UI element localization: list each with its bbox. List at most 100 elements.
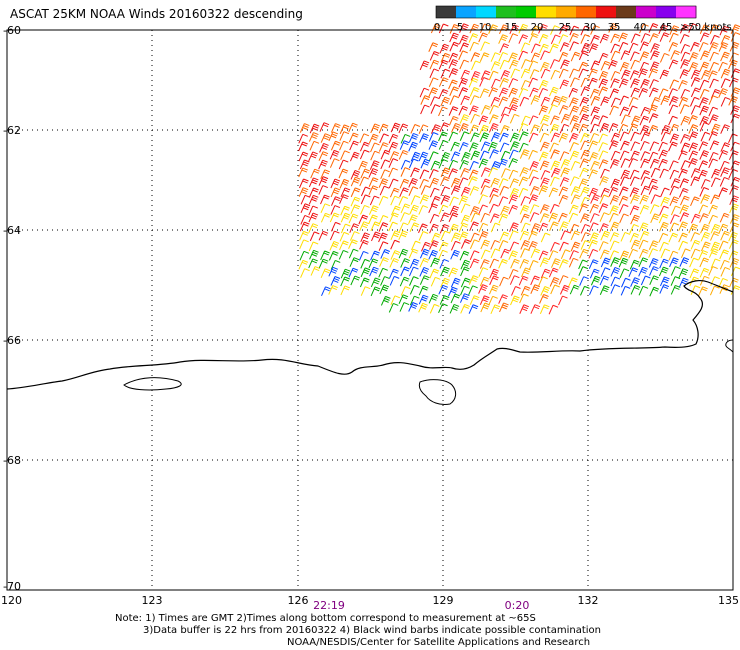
- wind-barb: [719, 284, 730, 294]
- wind-barb: [588, 222, 599, 232]
- wind-barb: [339, 240, 349, 251]
- wind-barb: [330, 123, 341, 133]
- wind-barb: [449, 32, 459, 43]
- wind-barb: [429, 268, 440, 279]
- wind-barb: [360, 168, 371, 179]
- wind-barb: [458, 87, 469, 97]
- wind-barb: [520, 115, 531, 126]
- wind-barb: [488, 284, 499, 295]
- wind-barb: [560, 59, 570, 70]
- wind-barb: [619, 95, 629, 106]
- wind-barb: [518, 123, 529, 133]
- wind-barb: [419, 266, 430, 277]
- wind-barb: [521, 267, 531, 278]
- wind-barb: [409, 276, 419, 286]
- wind-barb: [519, 204, 530, 215]
- scale-swatch: [556, 6, 577, 18]
- wind-barb: [719, 212, 730, 223]
- wind-barb: [408, 141, 418, 152]
- wind-barb: [408, 132, 419, 143]
- wind-barb: [339, 140, 349, 151]
- wind-barb: [429, 303, 440, 314]
- scale-tick-label: 40: [634, 22, 647, 33]
- wind-barb: [499, 302, 509, 313]
- wind-barb: [710, 194, 720, 205]
- wind-barb: [588, 248, 599, 259]
- wind-barb: [309, 249, 319, 260]
- wind-barb: [578, 266, 589, 276]
- wind-barb: [630, 239, 641, 250]
- wind-barb: [378, 142, 389, 152]
- wind-barb: [558, 104, 569, 115]
- wind-barb: [589, 88, 600, 99]
- wind-barb: [649, 286, 660, 297]
- wind-barb: [510, 295, 520, 306]
- wind-barb: [699, 122, 710, 132]
- wind-barb: [459, 293, 470, 303]
- wind-barb: [438, 23, 449, 34]
- wind-barb: [670, 178, 681, 188]
- wind-barb: [568, 204, 579, 215]
- wind-barbs: [298, 23, 740, 315]
- wind-barb: [620, 169, 631, 180]
- wind-barb: [568, 277, 578, 288]
- wind-barb: [379, 133, 389, 144]
- wind-barb: [440, 277, 450, 288]
- wind-barb: [588, 43, 599, 53]
- wind-barb: [690, 104, 701, 115]
- wind-barb: [469, 87, 480, 97]
- wind-barb: [421, 241, 431, 252]
- lat-label: -60: [3, 24, 21, 37]
- wind-barb: [660, 95, 671, 106]
- wind-barb: [620, 285, 631, 296]
- wind-barb: [628, 96, 639, 107]
- wind-barb: [718, 61, 728, 72]
- wind-barb: [428, 151, 439, 161]
- wind-barb: [348, 267, 359, 278]
- wind-barb: [508, 87, 519, 98]
- wind-barb: [540, 114, 550, 125]
- wind-barb: [580, 240, 591, 250]
- wind-barb: [690, 69, 701, 80]
- wind-barb: [359, 176, 369, 187]
- wind-barb: [368, 205, 379, 215]
- wind-barb: [718, 42, 729, 52]
- wind-barb: [340, 276, 350, 287]
- wind-barb: [588, 239, 598, 250]
- wind-barb: [638, 248, 649, 259]
- wind-barb: [639, 61, 650, 72]
- wind-barb: [640, 131, 651, 142]
- wind-barb: [500, 150, 511, 161]
- wind-barb: [489, 258, 500, 269]
- wind-barb: [498, 240, 509, 250]
- wind-barb: [549, 59, 560, 69]
- wind-barb: [479, 52, 490, 62]
- wind-barb: [529, 212, 540, 222]
- wind-barb: [700, 194, 710, 204]
- wind-barb: [529, 87, 539, 98]
- wind-barb: [368, 177, 379, 187]
- wind-barb: [679, 257, 690, 267]
- wind-barb: [580, 77, 591, 88]
- lon-label: 120: [1, 594, 22, 607]
- wind-barb: [459, 159, 469, 170]
- wind-barb: [630, 131, 640, 142]
- wind-barb: [558, 51, 569, 62]
- wind-barb: [539, 61, 550, 72]
- wind-barb: [528, 230, 538, 241]
- wind-barb: [519, 167, 529, 177]
- wind-barb: [710, 231, 720, 241]
- wind-barb: [609, 250, 619, 260]
- wind-barb: [639, 115, 650, 126]
- wind-barb: [529, 185, 540, 196]
- wind-barb: [650, 43, 660, 53]
- wind-barb: [569, 150, 580, 161]
- wind-barb: [648, 185, 659, 195]
- wind-barb: [648, 258, 659, 268]
- wind-barb: [388, 167, 398, 178]
- wind-barb: [568, 257, 579, 268]
- wind-barb: [709, 285, 720, 296]
- wind-barb: [429, 223, 439, 234]
- wind-barb: [640, 33, 651, 43]
- wind-barb: [440, 176, 450, 186]
